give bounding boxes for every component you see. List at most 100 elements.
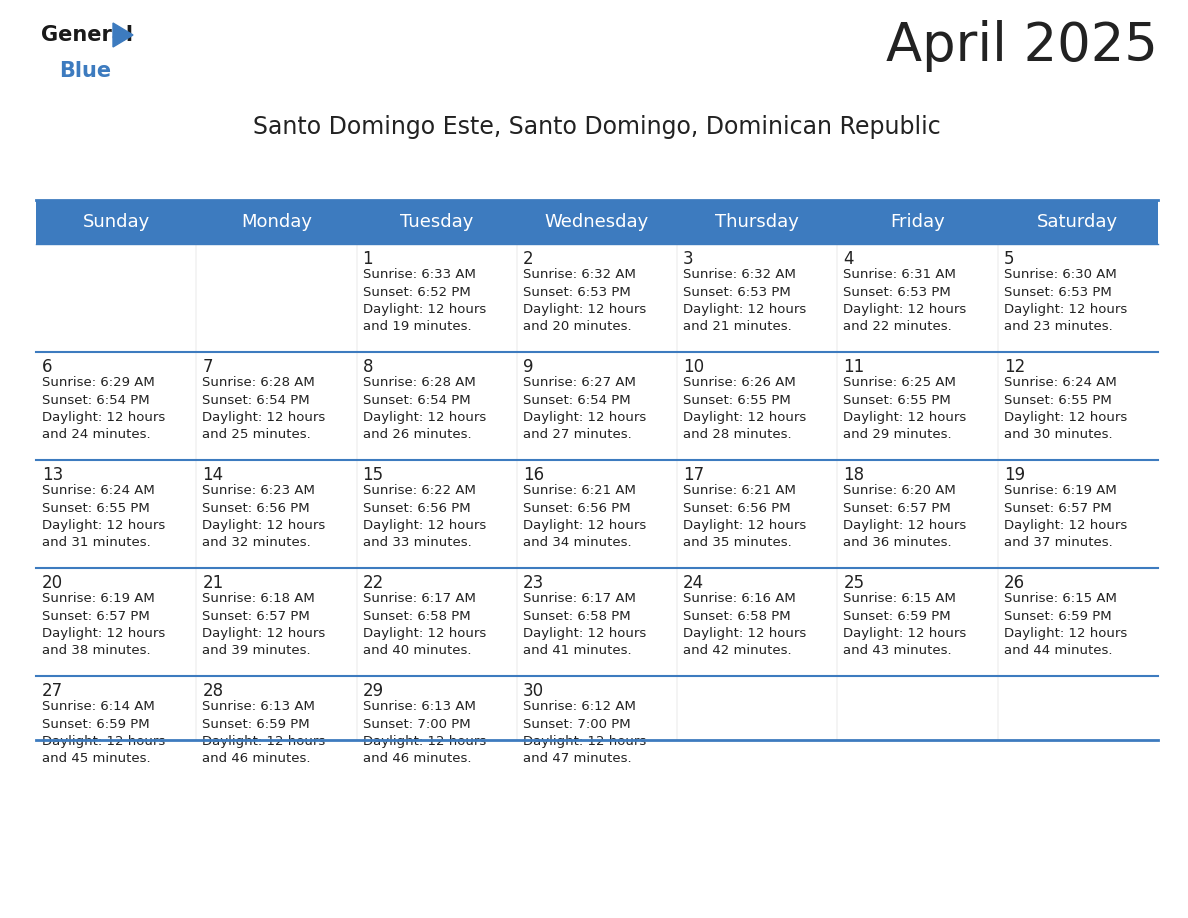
Bar — [356, 460, 517, 568]
Bar — [838, 244, 998, 352]
Bar — [838, 460, 998, 568]
Text: Sunrise: 6:26 AM
Sunset: 6:55 PM
Daylight: 12 hours
and 28 minutes.: Sunrise: 6:26 AM Sunset: 6:55 PM Dayligh… — [683, 376, 807, 442]
Text: 6: 6 — [42, 358, 52, 376]
Bar — [998, 244, 1158, 352]
Text: Sunday: Sunday — [82, 213, 150, 231]
Text: Sunrise: 6:24 AM
Sunset: 6:55 PM
Daylight: 12 hours
and 31 minutes.: Sunrise: 6:24 AM Sunset: 6:55 PM Dayligh… — [42, 484, 165, 550]
Bar — [517, 200, 677, 244]
Bar — [998, 460, 1158, 568]
Text: 14: 14 — [202, 466, 223, 484]
Bar — [838, 676, 998, 784]
Text: 28: 28 — [202, 682, 223, 700]
Bar — [196, 200, 356, 244]
Text: Sunrise: 6:13 AM
Sunset: 6:59 PM
Daylight: 12 hours
and 46 minutes.: Sunrise: 6:13 AM Sunset: 6:59 PM Dayligh… — [202, 700, 326, 766]
Bar — [196, 460, 356, 568]
Text: Sunrise: 6:23 AM
Sunset: 6:56 PM
Daylight: 12 hours
and 32 minutes.: Sunrise: 6:23 AM Sunset: 6:56 PM Dayligh… — [202, 484, 326, 550]
Text: Sunrise: 6:21 AM
Sunset: 6:56 PM
Daylight: 12 hours
and 34 minutes.: Sunrise: 6:21 AM Sunset: 6:56 PM Dayligh… — [523, 484, 646, 550]
Text: Sunrise: 6:25 AM
Sunset: 6:55 PM
Daylight: 12 hours
and 29 minutes.: Sunrise: 6:25 AM Sunset: 6:55 PM Dayligh… — [843, 376, 967, 442]
Text: Thursday: Thursday — [715, 213, 800, 231]
Text: Sunrise: 6:22 AM
Sunset: 6:56 PM
Daylight: 12 hours
and 33 minutes.: Sunrise: 6:22 AM Sunset: 6:56 PM Dayligh… — [362, 484, 486, 550]
Text: 25: 25 — [843, 574, 865, 592]
Text: 23: 23 — [523, 574, 544, 592]
Text: Sunrise: 6:17 AM
Sunset: 6:58 PM
Daylight: 12 hours
and 41 minutes.: Sunrise: 6:17 AM Sunset: 6:58 PM Dayligh… — [523, 592, 646, 657]
Text: Santo Domingo Este, Santo Domingo, Dominican Republic: Santo Domingo Este, Santo Domingo, Domin… — [253, 115, 941, 139]
Text: Sunrise: 6:16 AM
Sunset: 6:58 PM
Daylight: 12 hours
and 42 minutes.: Sunrise: 6:16 AM Sunset: 6:58 PM Dayligh… — [683, 592, 807, 657]
Text: Sunrise: 6:13 AM
Sunset: 7:00 PM
Daylight: 12 hours
and 46 minutes.: Sunrise: 6:13 AM Sunset: 7:00 PM Dayligh… — [362, 700, 486, 766]
Bar — [998, 676, 1158, 784]
Text: Sunrise: 6:28 AM
Sunset: 6:54 PM
Daylight: 12 hours
and 26 minutes.: Sunrise: 6:28 AM Sunset: 6:54 PM Dayligh… — [362, 376, 486, 442]
Text: 13: 13 — [42, 466, 63, 484]
Bar — [196, 352, 356, 460]
Polygon shape — [113, 23, 133, 47]
Bar — [998, 200, 1158, 244]
Text: 21: 21 — [202, 574, 223, 592]
Bar — [36, 352, 196, 460]
Bar — [36, 200, 196, 244]
Text: 19: 19 — [1004, 466, 1025, 484]
Text: Wednesday: Wednesday — [545, 213, 649, 231]
Text: Friday: Friday — [890, 213, 944, 231]
Bar — [36, 460, 196, 568]
Text: Sunrise: 6:21 AM
Sunset: 6:56 PM
Daylight: 12 hours
and 35 minutes.: Sunrise: 6:21 AM Sunset: 6:56 PM Dayligh… — [683, 484, 807, 550]
Text: Sunrise: 6:15 AM
Sunset: 6:59 PM
Daylight: 12 hours
and 43 minutes.: Sunrise: 6:15 AM Sunset: 6:59 PM Dayligh… — [843, 592, 967, 657]
Text: 22: 22 — [362, 574, 384, 592]
Text: Saturday: Saturday — [1037, 213, 1118, 231]
Text: Sunrise: 6:17 AM
Sunset: 6:58 PM
Daylight: 12 hours
and 40 minutes.: Sunrise: 6:17 AM Sunset: 6:58 PM Dayligh… — [362, 592, 486, 657]
Text: Sunrise: 6:19 AM
Sunset: 6:57 PM
Daylight: 12 hours
and 38 minutes.: Sunrise: 6:19 AM Sunset: 6:57 PM Dayligh… — [42, 592, 165, 657]
Text: 26: 26 — [1004, 574, 1025, 592]
Text: 29: 29 — [362, 682, 384, 700]
Bar — [677, 568, 838, 676]
Bar — [356, 244, 517, 352]
Text: Sunrise: 6:31 AM
Sunset: 6:53 PM
Daylight: 12 hours
and 22 minutes.: Sunrise: 6:31 AM Sunset: 6:53 PM Dayligh… — [843, 268, 967, 333]
Text: Sunrise: 6:20 AM
Sunset: 6:57 PM
Daylight: 12 hours
and 36 minutes.: Sunrise: 6:20 AM Sunset: 6:57 PM Dayligh… — [843, 484, 967, 550]
Text: 12: 12 — [1004, 358, 1025, 376]
Bar — [677, 200, 838, 244]
Bar — [677, 676, 838, 784]
Bar — [36, 676, 196, 784]
Bar — [36, 244, 196, 352]
Bar — [677, 244, 838, 352]
Text: Sunrise: 6:32 AM
Sunset: 6:53 PM
Daylight: 12 hours
and 21 minutes.: Sunrise: 6:32 AM Sunset: 6:53 PM Dayligh… — [683, 268, 807, 333]
Text: 3: 3 — [683, 250, 694, 268]
Bar — [517, 244, 677, 352]
Text: Monday: Monday — [241, 213, 312, 231]
Bar — [677, 460, 838, 568]
Text: Sunrise: 6:28 AM
Sunset: 6:54 PM
Daylight: 12 hours
and 25 minutes.: Sunrise: 6:28 AM Sunset: 6:54 PM Dayligh… — [202, 376, 326, 442]
Bar — [356, 200, 517, 244]
Text: Sunrise: 6:18 AM
Sunset: 6:57 PM
Daylight: 12 hours
and 39 minutes.: Sunrise: 6:18 AM Sunset: 6:57 PM Dayligh… — [202, 592, 326, 657]
Text: 30: 30 — [523, 682, 544, 700]
Text: General: General — [42, 25, 133, 45]
Text: 8: 8 — [362, 358, 373, 376]
Text: Sunrise: 6:15 AM
Sunset: 6:59 PM
Daylight: 12 hours
and 44 minutes.: Sunrise: 6:15 AM Sunset: 6:59 PM Dayligh… — [1004, 592, 1127, 657]
Bar — [36, 568, 196, 676]
Text: Tuesday: Tuesday — [400, 213, 473, 231]
Text: 16: 16 — [523, 466, 544, 484]
Bar — [838, 568, 998, 676]
Bar — [356, 568, 517, 676]
Bar — [196, 676, 356, 784]
Text: 5: 5 — [1004, 250, 1015, 268]
Text: 27: 27 — [42, 682, 63, 700]
Bar — [196, 568, 356, 676]
Text: 9: 9 — [523, 358, 533, 376]
Text: 2: 2 — [523, 250, 533, 268]
Bar — [998, 352, 1158, 460]
Bar — [517, 676, 677, 784]
Bar — [998, 568, 1158, 676]
Text: April 2025: April 2025 — [886, 20, 1158, 72]
Text: Sunrise: 6:12 AM
Sunset: 7:00 PM
Daylight: 12 hours
and 47 minutes.: Sunrise: 6:12 AM Sunset: 7:00 PM Dayligh… — [523, 700, 646, 766]
Text: Sunrise: 6:29 AM
Sunset: 6:54 PM
Daylight: 12 hours
and 24 minutes.: Sunrise: 6:29 AM Sunset: 6:54 PM Dayligh… — [42, 376, 165, 442]
Text: 11: 11 — [843, 358, 865, 376]
Text: 7: 7 — [202, 358, 213, 376]
Text: 1: 1 — [362, 250, 373, 268]
Bar — [517, 352, 677, 460]
Text: Sunrise: 6:24 AM
Sunset: 6:55 PM
Daylight: 12 hours
and 30 minutes.: Sunrise: 6:24 AM Sunset: 6:55 PM Dayligh… — [1004, 376, 1127, 442]
Text: 20: 20 — [42, 574, 63, 592]
Text: 18: 18 — [843, 466, 865, 484]
Text: Sunrise: 6:19 AM
Sunset: 6:57 PM
Daylight: 12 hours
and 37 minutes.: Sunrise: 6:19 AM Sunset: 6:57 PM Dayligh… — [1004, 484, 1127, 550]
Text: 24: 24 — [683, 574, 704, 592]
Bar — [517, 568, 677, 676]
Bar — [677, 352, 838, 460]
Text: Sunrise: 6:14 AM
Sunset: 6:59 PM
Daylight: 12 hours
and 45 minutes.: Sunrise: 6:14 AM Sunset: 6:59 PM Dayligh… — [42, 700, 165, 766]
Text: Sunrise: 6:30 AM
Sunset: 6:53 PM
Daylight: 12 hours
and 23 minutes.: Sunrise: 6:30 AM Sunset: 6:53 PM Dayligh… — [1004, 268, 1127, 333]
